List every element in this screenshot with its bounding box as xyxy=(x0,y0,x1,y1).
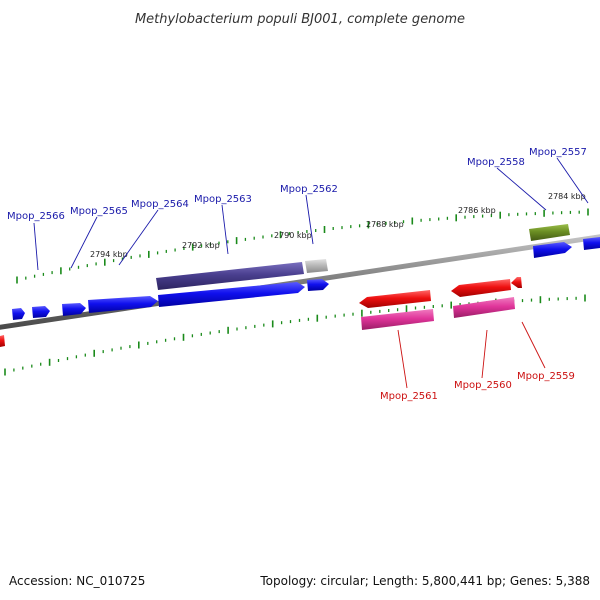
gene-arrow-forward[interactable] xyxy=(88,296,158,313)
gene-label[interactable]: Mpop_2560 xyxy=(454,380,512,391)
gene-arrow-forward[interactable] xyxy=(307,279,329,291)
gene-arrow-forward[interactable] xyxy=(62,303,86,316)
gene-arrow-forward[interactable] xyxy=(583,237,600,250)
gene-arrow-forward[interactable] xyxy=(32,306,50,318)
gene-arrow-forward[interactable] xyxy=(158,282,305,307)
label-leaders xyxy=(33,157,589,389)
gene-labels: Mpop_2566 Mpop_2565 Mpop_2564 Mpop_2563 … xyxy=(7,147,587,402)
genome-summary-text: Topology: circular; Length: 5,800,441 bp… xyxy=(260,574,590,588)
feature-bar[interactable] xyxy=(453,297,515,318)
kbp-label: 2790 kbp xyxy=(274,231,312,240)
gene-arrow-reverse[interactable] xyxy=(511,277,522,288)
accession-text: Accession: NC_010725 xyxy=(9,574,146,588)
feature-bar[interactable] xyxy=(305,259,328,273)
forward-strand-genes xyxy=(12,237,600,320)
gene-arrow-reverse[interactable] xyxy=(0,335,5,347)
gene-arrow-forward[interactable] xyxy=(533,242,572,258)
gene-arrow-forward[interactable] xyxy=(12,308,25,320)
gene-arrow-reverse[interactable] xyxy=(359,290,431,308)
kbp-label: 2786 kbp xyxy=(458,206,496,215)
gene-label[interactable]: Mpop_2564 xyxy=(131,199,189,210)
reverse-strand-genes xyxy=(0,277,522,347)
feature-bar[interactable] xyxy=(156,262,304,290)
kbp-label: 2794 kbp xyxy=(90,250,128,259)
gene-arrow-reverse[interactable] xyxy=(451,279,511,297)
reverse-features xyxy=(361,297,515,330)
gene-label[interactable]: Mpop_2561 xyxy=(380,391,438,402)
kbp-label: 2784 kbp xyxy=(548,192,586,201)
map-title: Methylobacterium populi BJ001, complete … xyxy=(135,12,465,27)
gene-label[interactable]: Mpop_2558 xyxy=(467,157,525,168)
gene-label[interactable]: Mpop_2566 xyxy=(7,211,65,222)
feature-bar[interactable] xyxy=(529,224,570,241)
kbp-label: 2788 kbp xyxy=(366,220,404,229)
forward-features xyxy=(156,224,570,290)
scale-labels: 2794 kbp 2792 kbp 2790 kbp 2788 kbp 2786… xyxy=(90,192,586,259)
gene-label[interactable]: Mpop_2563 xyxy=(194,194,252,205)
feature-bar[interactable] xyxy=(361,309,434,330)
gene-label[interactable]: Mpop_2562 xyxy=(280,184,338,195)
gene-label[interactable]: Mpop_2557 xyxy=(529,147,587,158)
gene-label[interactable]: Mpop_2565 xyxy=(70,206,128,217)
kbp-label: 2792 kbp xyxy=(182,241,220,250)
gene-label[interactable]: Mpop_2559 xyxy=(517,371,575,382)
